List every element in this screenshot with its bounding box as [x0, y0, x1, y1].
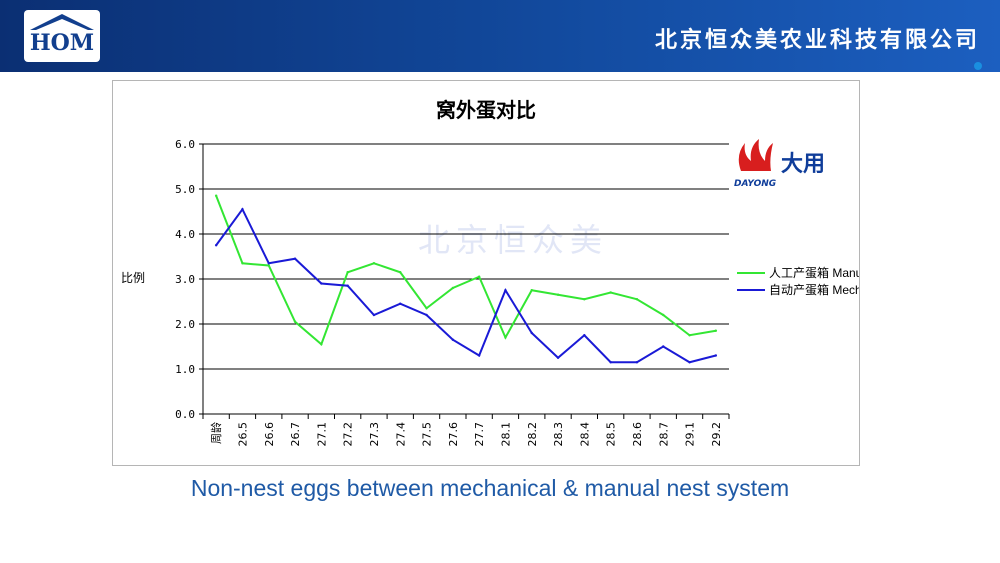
y-tick-label: 3.0: [175, 273, 195, 286]
accent-dot: [974, 62, 982, 70]
data-point: [609, 291, 612, 294]
data-point: [267, 262, 270, 265]
roof-icon: [30, 14, 94, 30]
x-tick-label: 26.5: [236, 422, 249, 447]
brand-cn: 大用: [781, 152, 825, 177]
x-tick-label: 28.2: [526, 422, 539, 447]
data-point: [214, 244, 218, 247]
data-point: [714, 329, 718, 332]
data-point: [662, 345, 665, 348]
data-point: [320, 282, 323, 285]
x-tick-label: 28.5: [605, 422, 618, 447]
chart-frame: 窝外蛋对比 北京恒众美 0.0 1.0 2.0 3.0 4.0 5.0 6.0 周龄 26.5…: [112, 80, 920, 466]
data-point: [714, 354, 718, 357]
data-point: [451, 286, 455, 290]
data-point: [609, 361, 612, 364]
grid-lines: [203, 143, 729, 370]
data-point: [267, 264, 270, 267]
line-chart: 窝外蛋对比 北京恒众美 0.0 1.0 2.0 3.0 4.0 5.0 6.0 周龄 26.5…: [121, 98, 920, 447]
data-point: [399, 271, 402, 274]
data-point: [635, 298, 639, 301]
data-point: [556, 293, 560, 296]
legend-label: 人工产蛋箱 Manual nest: [769, 265, 859, 280]
data-point: [530, 289, 533, 292]
x-tick-label: 27.5: [421, 422, 434, 447]
x-tick-label: 28.1: [499, 422, 512, 447]
company-name: 北京恒众美农业科技有限公司: [654, 27, 980, 53]
series-lines: [214, 194, 718, 364]
dayong-logo: 大用 DAYONG: [734, 139, 825, 189]
x-tick-label: 27.7: [473, 422, 486, 447]
data-point: [346, 271, 349, 274]
series-line-mechanical: [215, 207, 717, 364]
x-tick-label: 26.6: [263, 422, 276, 447]
legend: 人工产蛋箱 Manual nest 自动产蛋箱 Mechanical nest: [737, 265, 920, 297]
y-tick-label: 2.0: [175, 318, 195, 331]
data-point: [425, 313, 428, 317]
x-tick-label: 27.1: [315, 422, 328, 447]
y-axis: 0.0 1.0 2.0 3.0 4.0 5.0 6.0: [175, 138, 204, 421]
x-tick-label: 29.2: [710, 422, 723, 447]
y-tick-label: 1.0: [175, 363, 195, 376]
data-point: [241, 262, 244, 265]
header-bar: HOM 北京恒众美农业科技有限公司: [0, 0, 1000, 72]
data-point: [688, 334, 691, 337]
y-tick-label: 0.0: [175, 408, 195, 421]
data-point: [635, 361, 639, 364]
y-tick-label: 4.0: [175, 228, 195, 241]
data-point: [372, 313, 376, 317]
x-tick-label: 28.6: [631, 422, 644, 447]
data-point: [504, 289, 507, 292]
x-tick-label: 27.2: [342, 422, 355, 447]
data-point: [688, 361, 691, 364]
chart-title: 窝外蛋对比: [436, 98, 536, 122]
brand-en: DAYONG: [734, 179, 776, 189]
data-point: [477, 354, 481, 357]
data-point: [556, 356, 560, 359]
logo-text: HOM: [29, 30, 95, 56]
data-point: [425, 307, 428, 310]
data-point: [214, 194, 218, 197]
x-tick-label: 周龄: [209, 422, 223, 444]
watermark-text: 北京恒众美: [418, 221, 608, 259]
flame-icon: [738, 139, 773, 171]
series-line-manual: [215, 195, 717, 346]
data-point: [477, 275, 481, 278]
legend-label: 自动产蛋箱 Mechanical nest: [769, 282, 859, 297]
x-tick-label: 28.7: [657, 422, 670, 447]
data-point: [320, 343, 323, 346]
x-tick-label: 29.1: [684, 422, 697, 447]
data-point: [504, 336, 507, 339]
x-tick-label: 27.6: [447, 422, 460, 447]
data-point: [293, 320, 297, 323]
x-tick-label: 28.3: [552, 422, 565, 447]
y-tick-label: 5.0: [175, 183, 195, 196]
data-point: [583, 334, 586, 337]
y-axis-label: 比例: [121, 271, 145, 285]
data-point: [583, 298, 586, 301]
data-point: [346, 284, 349, 287]
data-point: [293, 257, 297, 260]
y-tick-label: 6.0: [175, 138, 195, 151]
x-tick-label: 26.7: [289, 422, 302, 447]
x-axis: 周龄 26.5 26.6 26.7 27.1 27.2 27.3 27.4 27.5 27.6 27…: [202, 413, 730, 447]
company-logo: HOM: [24, 10, 100, 62]
data-point: [372, 262, 376, 265]
slide-caption: Non-nest eggs between mechanical & manua…: [190, 475, 790, 501]
data-point: [530, 331, 533, 335]
data-point: [662, 313, 665, 317]
data-point: [399, 302, 402, 305]
x-tick-label: 28.4: [578, 422, 591, 447]
data-point: [241, 208, 244, 211]
x-tick-label: 27.4: [394, 422, 407, 447]
x-tick-label: 27.3: [368, 422, 381, 447]
data-point: [451, 338, 455, 341]
